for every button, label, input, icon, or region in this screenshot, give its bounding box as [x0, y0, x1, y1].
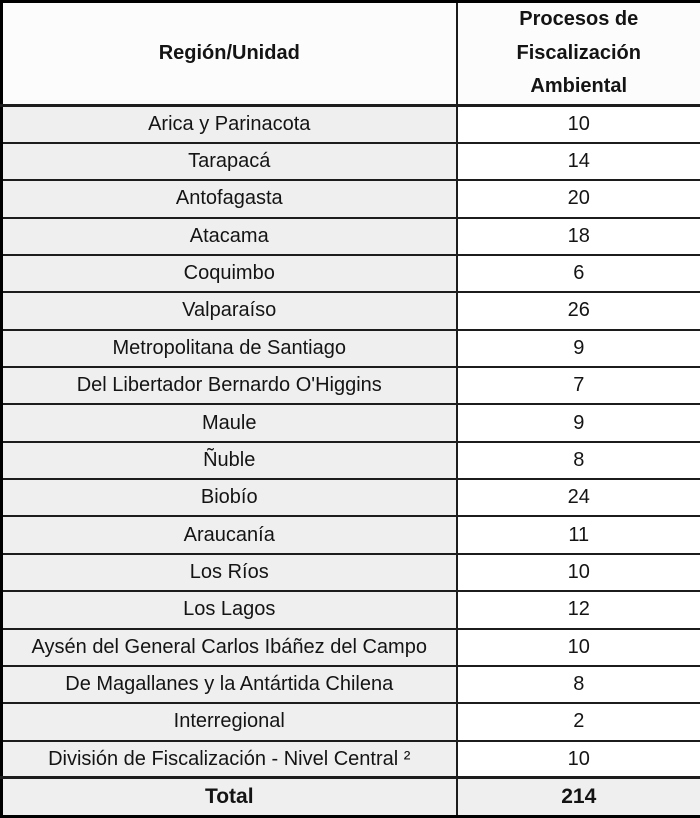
process-count: 8 [455, 440, 700, 481]
table-row: Del Libertador Bernardo O'Higgins 7 [0, 366, 700, 406]
region-name: Maule [0, 403, 458, 443]
table-row: Los Lagos 12 [0, 590, 700, 630]
process-count: 20 [455, 179, 700, 219]
table-row: De Magallanes y la Antártida Chilena 8 [0, 664, 700, 705]
region-name: Aysén del General Carlos Ibáñez del Camp… [0, 627, 458, 667]
table-row: Atacama 18 [0, 216, 700, 256]
table-row: Los Ríos 10 [0, 552, 700, 593]
region-name: Ñuble [0, 440, 458, 481]
table-row: División de Fiscalización - Nivel Centra… [0, 739, 700, 779]
region-name: Metropolitana de Santiago [0, 328, 458, 369]
process-count: 6 [455, 253, 700, 294]
process-count: 7 [455, 366, 700, 406]
process-count: 11 [455, 515, 700, 555]
process-count: 10 [455, 552, 700, 593]
region-name: Biobío [0, 478, 458, 518]
process-count: 10 [455, 739, 700, 779]
column-header-region: Región/Unidad [0, 0, 458, 107]
process-count: 2 [455, 702, 700, 742]
column-header-procesos: Procesos de Fiscalización Ambiental [455, 0, 700, 107]
region-name: Arica y Parinacota [0, 104, 458, 144]
region-name: Los Ríos [0, 552, 458, 593]
table-row: Coquimbo 6 [0, 253, 700, 294]
region-name: Interregional [0, 702, 458, 742]
table-row: Arica y Parinacota 10 [0, 104, 700, 144]
region-name: Los Lagos [0, 590, 458, 630]
table-row: Interregional 2 [0, 702, 700, 742]
region-name: Tarapacá [0, 141, 458, 182]
table-row: Maule 9 [0, 403, 700, 443]
process-count: 9 [455, 403, 700, 443]
process-count: 8 [455, 664, 700, 705]
process-count: 14 [455, 141, 700, 182]
column-header-procesos-label: Procesos de Fiscalización Ambiental [516, 8, 642, 98]
region-name: Atacama [0, 216, 458, 256]
region-name: Coquimbo [0, 253, 458, 294]
region-name: División de Fiscalización - Nivel Centra… [0, 739, 458, 779]
process-count: 18 [455, 216, 700, 256]
process-count: 10 [455, 104, 700, 144]
total-label: Total [0, 776, 458, 818]
process-count: 26 [455, 291, 700, 331]
process-count: 24 [455, 478, 700, 518]
table-row: Aysén del General Carlos Ibáñez del Camp… [0, 627, 700, 667]
table-row: Ñuble 8 [0, 440, 700, 481]
region-name: Del Libertador Bernardo O'Higgins [0, 366, 458, 406]
table-row: Valparaíso 26 [0, 291, 700, 331]
region-name: Antofagasta [0, 179, 458, 219]
table-row: Metropolitana de Santiago 9 [0, 328, 700, 369]
region-name: Araucanía [0, 515, 458, 555]
table-row: Araucanía 11 [0, 515, 700, 555]
table-total-row: Total 214 [0, 776, 700, 818]
process-count: 10 [455, 627, 700, 667]
region-name: Valparaíso [0, 291, 458, 331]
table-row: Biobío 24 [0, 478, 700, 518]
table-header-row: Región/Unidad Procesos de Fiscalización … [0, 0, 700, 107]
process-count: 12 [455, 590, 700, 630]
table-row: Antofagasta 20 [0, 179, 700, 219]
process-count: 9 [455, 328, 700, 369]
table-row: Tarapacá 14 [0, 141, 700, 182]
region-name: De Magallanes y la Antártida Chilena [0, 664, 458, 705]
total-value: 214 [455, 776, 700, 818]
